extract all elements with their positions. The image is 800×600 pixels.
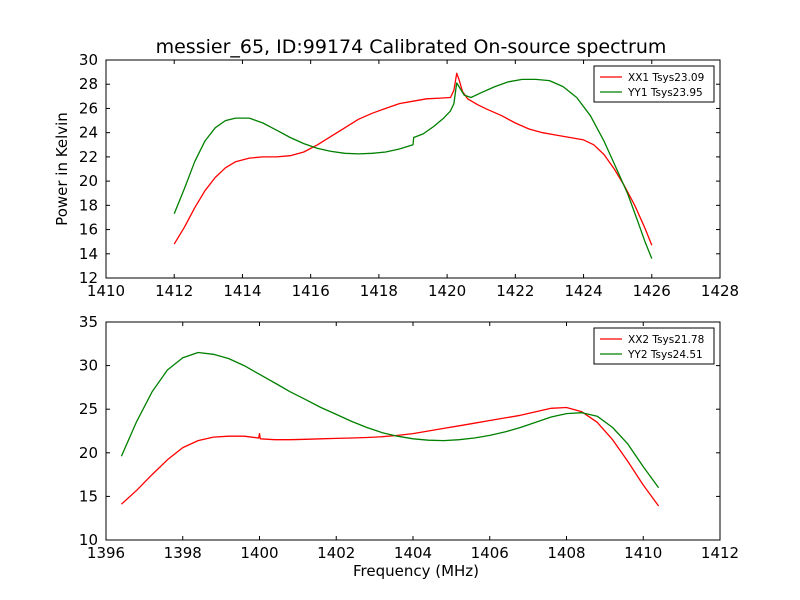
y-tick-label: 22: [79, 148, 98, 166]
x-tick-label: 1408: [547, 544, 585, 562]
x-tick-label: 1424: [564, 282, 602, 300]
legend-entry: XX2 Tsys21.78: [628, 334, 704, 346]
x-tick-label: 1396: [87, 544, 125, 562]
y-tick-label: 10: [79, 531, 98, 549]
bottom-panel: 1396 1398 1400 1402 1404 1406 1408 1410 1412 10 15…: [79, 313, 739, 580]
y-tick-label: 15: [79, 487, 98, 505]
legend: XX1 Tsys23.09 YY1 Tsys23.95: [593, 65, 715, 103]
legend: XX2 Tsys21.78 YY2 Tsys24.51: [593, 327, 715, 365]
x-axis-label: Frequency (MHz): [353, 562, 479, 580]
y-tick-label: 12: [79, 269, 98, 287]
y-tick-label: 18: [79, 196, 98, 214]
y-tick-label: 20: [79, 444, 98, 462]
y-tick-label: 28: [79, 75, 98, 93]
x-tick-label: 1416: [292, 282, 330, 300]
x-tick-label: 1410: [87, 282, 125, 300]
x-tick-label: 1426: [633, 282, 671, 300]
series-line-xx1: [173, 72, 653, 246]
legend-box: [593, 65, 715, 103]
y-tick-label: 14: [79, 245, 98, 263]
x-tick-label: 1422: [496, 282, 534, 300]
y-tick-label: 25: [79, 400, 98, 418]
top-panel: 1410 1412 1414 1416 1418 1420 1422 1424 1426 1428…: [53, 51, 739, 300]
x-tick-label: 1412: [155, 282, 193, 300]
x-tick-label: 1410: [624, 544, 662, 562]
x-tick-label: 1414: [223, 282, 261, 300]
x-tick-label: 1420: [428, 282, 466, 300]
y-axis-label: Power in Kelvin: [53, 112, 71, 226]
series-line-yy1: [173, 78, 653, 259]
x-tick-label: 1402: [317, 544, 355, 562]
y-tick-label: 30: [79, 51, 98, 69]
series-line-xx2: [120, 406, 660, 507]
y-tick-label: 35: [79, 313, 98, 331]
x-tick-label: 1398: [164, 544, 202, 562]
y-tick-label: 26: [79, 99, 98, 117]
legend-entry: YY2 Tsys24.51: [627, 349, 703, 361]
x-tick-label: 1412: [701, 544, 739, 562]
legend-entry: XX1 Tsys23.09: [628, 72, 704, 84]
legend-box: [593, 327, 715, 365]
legend-entry: YY1 Tsys23.95: [627, 87, 703, 99]
plot-frame: [105, 59, 721, 279]
x-tick-label: 1418: [360, 282, 398, 300]
series-line-yy2: [120, 351, 660, 489]
chart-title: messier_65, ID:99174 Calibrated On-sourc…: [156, 36, 667, 58]
y-tick-label: 24: [79, 124, 98, 142]
y-tick-label: 20: [79, 172, 98, 190]
x-tick-label: 1406: [471, 544, 509, 562]
x-tick-label: 1400: [240, 544, 278, 562]
x-tick-label: 1428: [701, 282, 739, 300]
x-tick-label: 1404: [394, 544, 432, 562]
y-tick-label: 30: [79, 357, 98, 375]
y-tick-label: 16: [79, 221, 98, 239]
